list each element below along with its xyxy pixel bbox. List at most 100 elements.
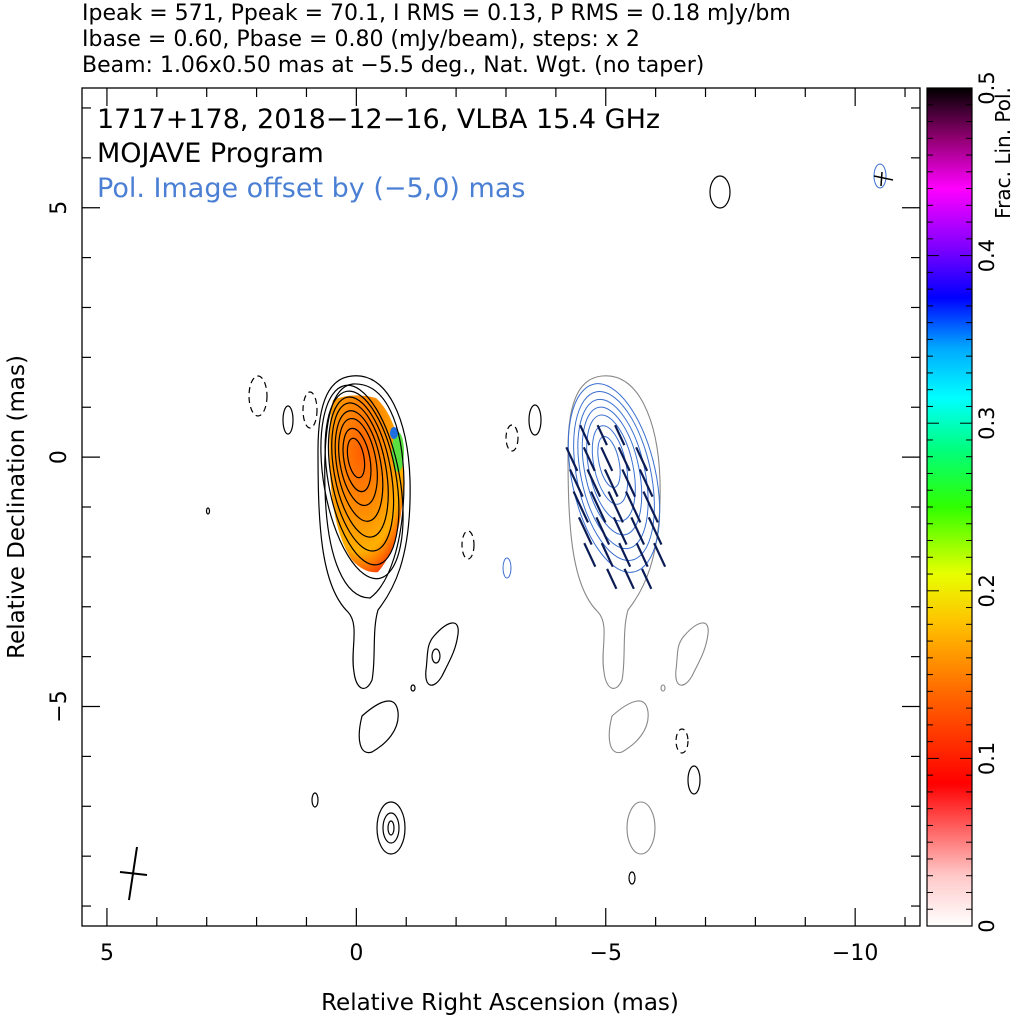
colorbar-ticks	[927, 87, 972, 927]
negative-contour-5	[675, 728, 689, 754]
plot-frame	[81, 87, 921, 927]
colorbar-tick-label: 0.3	[975, 406, 999, 439]
evpa-stick	[635, 446, 649, 472]
stokes-i-component-east-inner	[431, 648, 441, 664]
stokes-i-contour-5	[327, 396, 395, 552]
evpa-stick	[577, 516, 593, 546]
colorbar-tick-label: 0.2	[975, 574, 999, 607]
evpa-stick	[583, 542, 597, 568]
stokes-i-component-west	[528, 404, 542, 436]
stokes-i-contour-image	[205, 175, 731, 885]
stokes-i-component-south	[358, 700, 399, 754]
tick-labels: 5 0 −5 −10 5 0 −5	[47, 201, 878, 966]
stokes-i-component-east	[425, 622, 459, 686]
pol-contour-1	[567, 383, 661, 573]
polarization-contour-image	[502, 163, 887, 855]
evpa-stick	[653, 542, 667, 568]
stokes-i-component-far-south-mid	[382, 812, 400, 844]
evpa-sticks	[565, 424, 667, 590]
evpa-stick	[630, 516, 646, 546]
colorbar-tick-label: 0.1	[975, 742, 999, 775]
evpa-stick	[635, 542, 649, 568]
x-tick-label: −10	[832, 941, 878, 966]
stokes-i-component-small-3	[205, 507, 211, 515]
stokes-i-component-far-south-inner	[387, 820, 395, 836]
evpa-stick	[618, 542, 632, 568]
stokes-i-component-small-1	[311, 792, 319, 808]
evpa-stick	[614, 424, 626, 446]
y-axis-label: Relative Declination (mas)	[4, 355, 30, 659]
x-tick-label: 5	[100, 941, 114, 966]
stokes-i-contour-6	[331, 402, 389, 538]
evpa-stick	[572, 491, 589, 523]
header-line-2: Ibase = 0.60, Pbase = 0.80 (mJy/beam), s…	[82, 27, 640, 52]
evpa-stick	[606, 568, 618, 590]
evpa-stick	[565, 446, 579, 472]
pol-stokes-i-component-east	[675, 622, 709, 686]
offset-annotation: Pol. Image offset by (−5,0) mas	[97, 173, 525, 204]
colorbar-tick-label: 0.5	[975, 71, 999, 104]
pol-contour-small-1	[502, 557, 512, 579]
pol-stokes-i-outer-contour	[567, 375, 661, 689]
colorbar-tick-labels: 0 0.1 0.2 0.3 0.4 0.5	[975, 71, 999, 932]
evpa-stick	[603, 468, 619, 498]
evpa-stick	[590, 491, 607, 523]
header-line-1: Ipeak = 571, Ppeak = 70.1, I RMS = 0.13,…	[82, 1, 791, 26]
pol-stokes-i-component-far-south	[626, 801, 656, 855]
source-annotation: 1717+178, 2018−12−16, VLBA 15.4 GHz	[97, 104, 660, 135]
program-annotation: MOJAVE Program	[97, 138, 324, 169]
evpa-stick	[641, 568, 653, 590]
pol-contour-4	[581, 406, 643, 536]
stokes-i-component-small-2	[410, 684, 416, 692]
stokes-i-component-small-6	[628, 871, 636, 885]
stokes-i-component-north	[282, 405, 294, 435]
pol-contour-2	[573, 391, 655, 561]
y-tick-label: −5	[47, 690, 72, 722]
colorbar	[926, 87, 973, 927]
evpa-stick	[568, 468, 584, 498]
negative-contour-2	[302, 391, 318, 429]
colorbar-tick-label: 0.4	[975, 239, 999, 272]
axis-ticks	[82, 88, 920, 926]
evpa-stick	[586, 468, 602, 498]
negative-contour-4	[461, 530, 475, 560]
evpa-stick	[607, 491, 624, 523]
header-line-3: Beam: 1.06x0.50 mas at −5.5 deg., Nat. W…	[82, 53, 705, 78]
evpa-stick	[596, 424, 608, 446]
stokes-i-component-small-5	[687, 765, 701, 795]
evpa-stick	[617, 446, 631, 472]
evpa-stick	[625, 491, 642, 523]
colorbar-tick-label: 0	[975, 919, 999, 932]
negative-contour-1	[248, 375, 268, 417]
restoring-beam-marker	[119, 846, 148, 901]
stokes-i-contour-outer	[317, 375, 411, 689]
y-tick-label: 0	[47, 450, 72, 464]
stokes-i-contour-8	[338, 417, 378, 507]
evpa-stick	[600, 542, 614, 568]
evpa-stick	[600, 446, 614, 472]
evpa-stick	[612, 516, 628, 546]
beam-marker-polarization	[873, 171, 894, 187]
stokes-i-component-far-south	[376, 801, 406, 855]
stokes-i-component-small-4	[709, 175, 731, 209]
evpa-stick	[638, 468, 654, 498]
evpa-stick	[582, 446, 596, 472]
x-tick-label: 0	[349, 941, 363, 966]
colorbar-label: Frac. Lin. Pol.	[991, 87, 1015, 219]
evpa-stick	[647, 516, 663, 546]
x-tick-label: −5	[590, 941, 622, 966]
y-tick-label: 5	[47, 201, 72, 215]
stokes-i-contour-4	[324, 390, 400, 566]
evpa-stick	[595, 516, 611, 546]
pol-stokes-i-component-south	[608, 700, 649, 754]
evpa-stick	[579, 424, 591, 446]
evpa-stick	[623, 568, 635, 590]
negative-contour-3	[505, 424, 519, 452]
pol-stokes-i-component-small	[660, 684, 666, 692]
stokes-i-contour-2	[324, 383, 405, 599]
stokes-i-contour-3	[320, 384, 404, 580]
evpa-stick	[621, 468, 637, 498]
x-axis-label: Relative Right Ascension (mas)	[321, 990, 679, 1016]
stokes-i-contour-9	[342, 427, 372, 493]
